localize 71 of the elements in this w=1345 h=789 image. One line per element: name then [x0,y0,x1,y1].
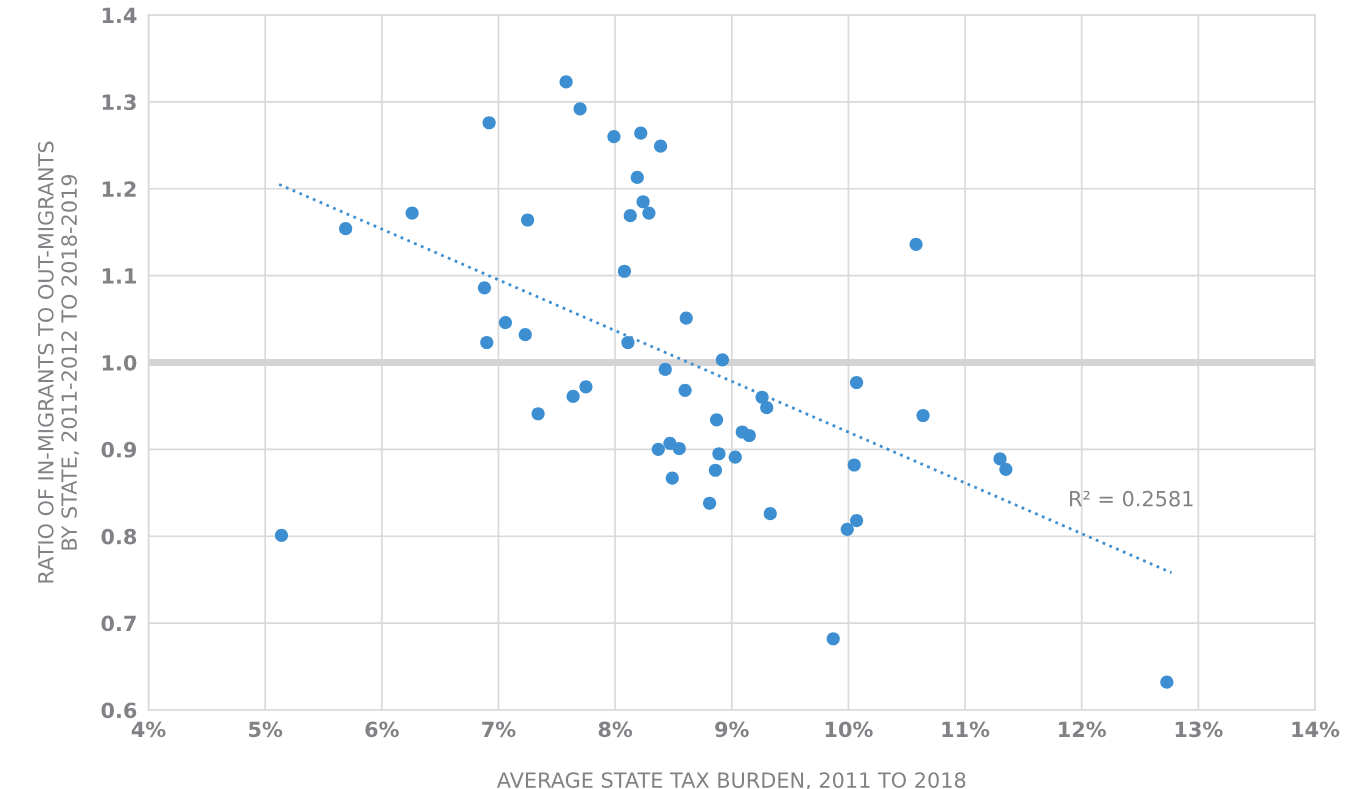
point [678,383,692,397]
point [274,528,289,542]
point [651,442,665,456]
point [849,375,864,390]
x-tick-label: 9% [715,721,749,738]
point [672,441,686,456]
point [999,462,1013,476]
y-tick-label: 0.8 [101,528,137,545]
point [760,401,774,415]
point [642,206,656,220]
y-tick-label: 1.3 [102,94,136,111]
point [712,447,726,461]
point [703,496,717,510]
point [993,452,1007,466]
y-tick-label: 0.9 [101,441,137,458]
point [1160,675,1174,689]
y-axis-title: RATIO OF IN-MIGRANTS TO OUT-MIGRANTS BY STATE, 2011-2012 TO 2018-2019 [37,141,80,583]
x-tick-label: 11% [942,721,990,738]
point [654,139,668,153]
point [634,126,648,140]
point [909,237,923,251]
point [623,209,637,223]
point [708,463,723,477]
point [763,507,777,521]
point [840,522,854,536]
point [715,353,730,367]
point [755,390,769,404]
point [636,195,650,209]
x-tick-label: 10% [825,721,873,738]
point [498,315,513,330]
y-tick-label: 1.2 [102,181,136,197]
point [480,335,494,350]
point [658,362,672,377]
point [849,514,864,528]
point [518,328,532,342]
point [531,407,545,421]
point [742,428,756,443]
point [916,408,930,423]
point [826,632,840,646]
point [482,116,496,130]
point [559,75,573,89]
point [679,311,693,325]
point [477,281,492,295]
point [710,413,724,427]
point [665,471,679,485]
point [521,213,535,227]
y-tick-label: 1.0 [102,354,137,371]
y-tick-label: 0.6 [101,702,137,719]
point [339,222,353,236]
point [847,458,861,472]
point [405,206,419,220]
x-tick-label: 12% [1059,721,1106,738]
point [579,380,593,394]
point [566,389,580,403]
point [607,130,621,144]
x-tick-label: 14% [1292,721,1340,738]
x-tick-label: 5% [249,721,283,738]
point [621,335,635,350]
x-tick-label: 8% [598,721,633,738]
y-tick-label: 1.1 [102,268,136,284]
y-tick-label: 1.4 [102,7,137,23]
point [630,170,644,185]
annotation: R² = 0.2581 [1070,490,1193,507]
point [573,102,587,116]
x-tick-label: 13% [1175,721,1223,738]
point [728,450,742,464]
y-tick-label: 0.7 [101,615,136,632]
x-tick-label: 6% [365,721,399,738]
x-tick-label: 4% [131,721,166,738]
point [617,264,632,278]
x-tick-label: 7% [482,721,516,738]
